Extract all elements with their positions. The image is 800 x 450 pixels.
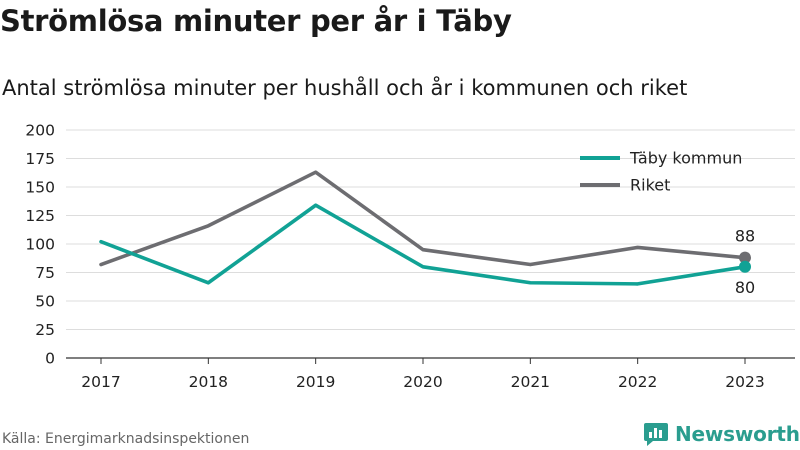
x-tick-label: 2022 <box>618 373 657 391</box>
series-line <box>99 203 747 286</box>
newsworthy-logo-icon <box>644 423 668 446</box>
chart-title: Strömlösa minuter per år i Täby <box>0 4 512 38</box>
x-tick-label: 2019 <box>296 373 335 391</box>
y-tick-label: 25 <box>35 321 55 339</box>
series-end-point <box>739 260 751 273</box>
series-end-label: 80 <box>735 278 755 297</box>
legend-label: Täby kommun <box>629 149 742 168</box>
legend-label: Riket <box>630 176 670 195</box>
chart-subtitle: Antal strömlösa minuter per hushåll och … <box>2 76 688 100</box>
legend: Täby kommun Riket <box>580 149 742 195</box>
x-tick-label: 2018 <box>189 373 228 391</box>
y-tick-label: 75 <box>35 264 55 282</box>
x-tick-label: 2021 <box>511 373 550 391</box>
y-tick-label: 175 <box>25 150 55 168</box>
y-tick-label: 125 <box>25 207 55 225</box>
y-tick-label: 100 <box>25 236 55 254</box>
y-tick-label: 0 <box>45 350 55 368</box>
x-tick-label: 2017 <box>81 373 120 391</box>
y-tick-label: 150 <box>25 179 55 197</box>
y-tick-label: 50 <box>35 293 55 311</box>
brand-logo: Newsworthy <box>643 420 800 448</box>
brand-name: Newsworthy <box>675 422 800 446</box>
x-axis-ticks: 2017 2018 2019 2020 2021 2022 2023 <box>81 358 765 391</box>
y-axis-ticks: 0 25 50 75 100 125 150 175 200 <box>25 122 55 368</box>
series-line <box>99 170 747 267</box>
x-tick-label: 2020 <box>403 373 442 391</box>
y-tick-label: 200 <box>25 122 55 140</box>
source-note: Källa: Energimarknadsinspektionen <box>2 431 250 447</box>
series-end-point <box>739 251 751 264</box>
series-lines: 88 80 <box>99 170 755 297</box>
x-tick-label: 2023 <box>725 373 764 391</box>
grid-lines <box>66 129 795 359</box>
series-end-label: 88 <box>735 227 755 246</box>
